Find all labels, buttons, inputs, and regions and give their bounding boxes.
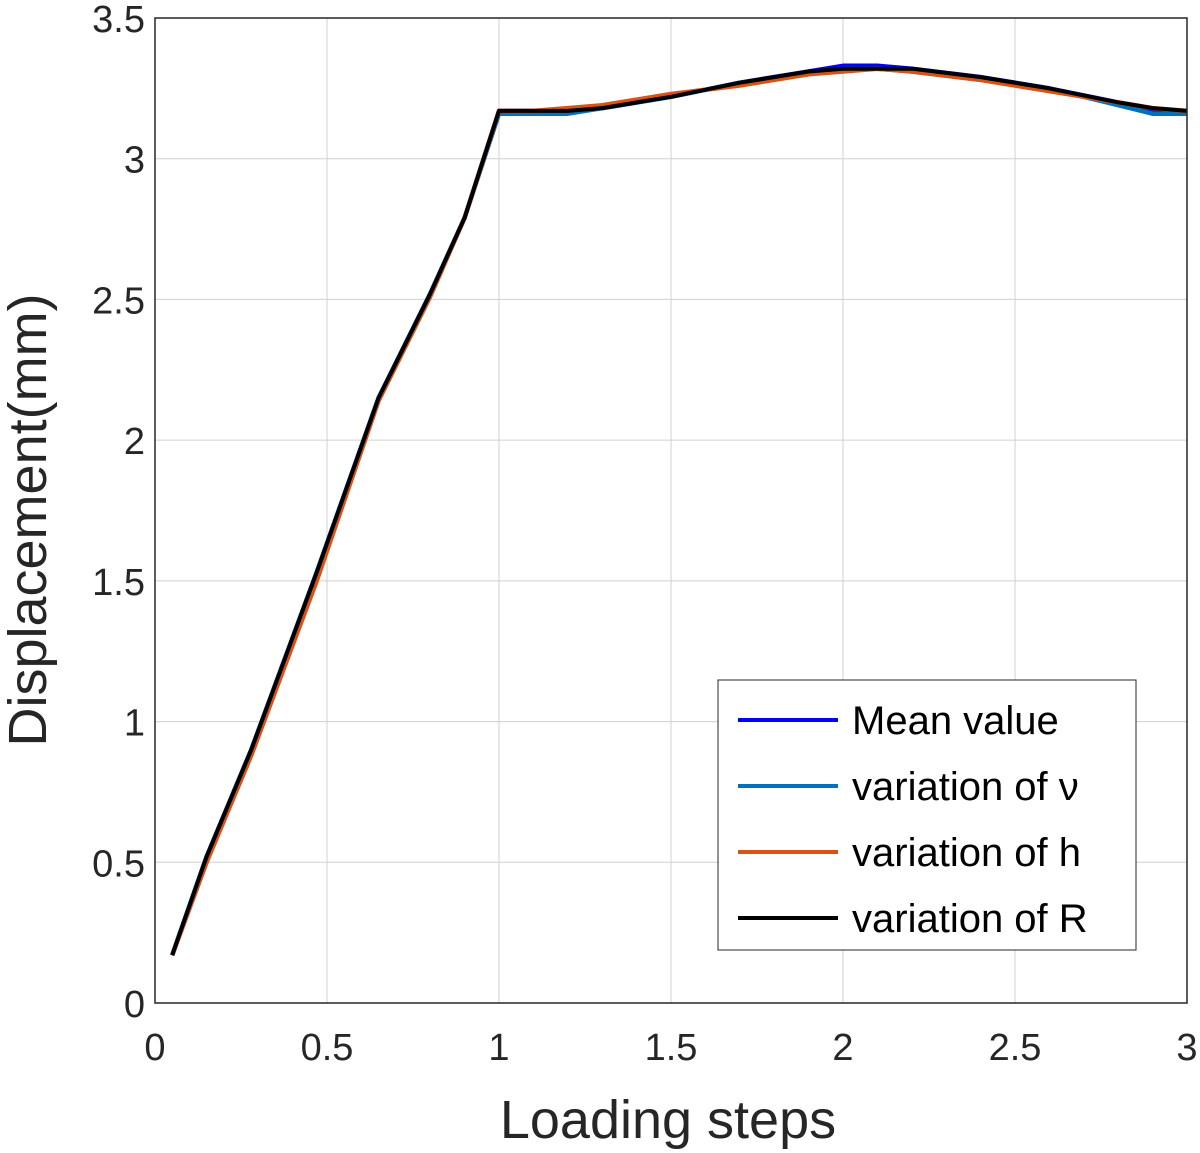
legend: Mean value variation of ν variation of h va… [717, 679, 1137, 951]
legend-label-0: Mean value [852, 699, 1059, 743]
x-tick-label: 1 [488, 1027, 509, 1069]
x-axis-title: Loading steps [500, 1090, 836, 1150]
y-axis-title: Displacement(mm) [0, 293, 58, 746]
tick-labels: 0 0.5 1 1.5 2 2.5 3 0 0.5 1 1.5 2 2.5 3 3.5 [92, 0, 1197, 1069]
x-tick-label: 3 [1176, 1027, 1197, 1069]
data-series [170, 63, 1188, 956]
plot-frame [154, 17, 1188, 1004]
legend-label-3: variation of R [852, 897, 1088, 941]
legend-label-2: variation of h [852, 831, 1081, 875]
legend-label-1: variation of ν [852, 765, 1079, 809]
y-tick-label: 2 [124, 421, 145, 463]
y-tick-label: 2.5 [92, 280, 145, 322]
x-tick-label: 0 [144, 1027, 165, 1069]
legend-entries: Mean value variation of ν variation of h va… [738, 699, 1088, 941]
y-tick-label: 1 [124, 703, 145, 745]
y-tick-label: 1.5 [92, 562, 145, 604]
legend-box [717, 679, 1137, 951]
y-tick-label: 0 [124, 984, 145, 1026]
x-tick-label: 2 [832, 1027, 853, 1069]
y-tick-label: 3 [124, 140, 145, 182]
y-tick-label: 3.5 [92, 0, 145, 41]
series-line-3 [170, 66, 1188, 956]
x-tick-label: 1.5 [645, 1027, 698, 1069]
x-tick-label: 0.5 [301, 1027, 354, 1069]
y-tick-label: 0.5 [92, 843, 145, 885]
x-tick-label: 2.5 [989, 1027, 1042, 1069]
